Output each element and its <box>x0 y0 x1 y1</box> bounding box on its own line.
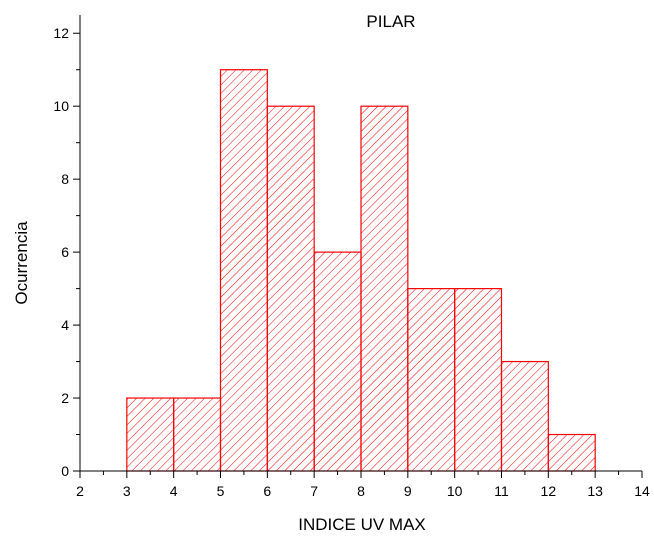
y-tick-label: 8 <box>61 171 69 187</box>
x-tick-label: 11 <box>494 483 509 499</box>
y-tick-label: 4 <box>61 317 69 333</box>
histogram-bar-8-9 <box>360 105 409 472</box>
x-tick-label: 3 <box>123 483 131 499</box>
x-tick-label: 10 <box>447 483 463 499</box>
histogram-bar-7-8 <box>313 251 362 472</box>
x-tick-label: 5 <box>217 483 225 499</box>
y-tick-label: 6 <box>61 244 69 260</box>
histogram-bar-10-11 <box>454 288 503 472</box>
x-tick-label: 9 <box>404 483 412 499</box>
x-axis-title: INDICE UV MAX <box>298 515 426 534</box>
histogram-bar-3-4 <box>126 397 175 472</box>
histogram-bar-12-13 <box>547 433 596 472</box>
x-tick-label: 4 <box>170 483 178 499</box>
histogram-bar-5-6 <box>219 69 268 472</box>
y-tick-label: 0 <box>61 463 69 479</box>
histogram-bar-4-5 <box>173 397 222 472</box>
y-tick-label: 10 <box>53 98 69 114</box>
x-tick-label: 14 <box>634 483 650 499</box>
y-axis-title: Ocurrencia <box>12 221 31 305</box>
x-tick-label: 7 <box>310 483 318 499</box>
bars-group <box>126 69 596 472</box>
histogram-bar-11-12 <box>500 360 549 472</box>
chart-title: PILAR <box>366 12 415 31</box>
x-tick-label: 6 <box>263 483 271 499</box>
x-tick-label: 2 <box>76 483 84 499</box>
x-tick-label: 12 <box>541 483 557 499</box>
y-tick-label: 2 <box>61 390 69 406</box>
y-tick-label: 12 <box>53 25 69 41</box>
histogram-bar-9-10 <box>407 288 456 472</box>
x-tick-label: 13 <box>587 483 603 499</box>
x-tick-label: 8 <box>357 483 365 499</box>
histogram-bar-6-7 <box>266 105 315 472</box>
